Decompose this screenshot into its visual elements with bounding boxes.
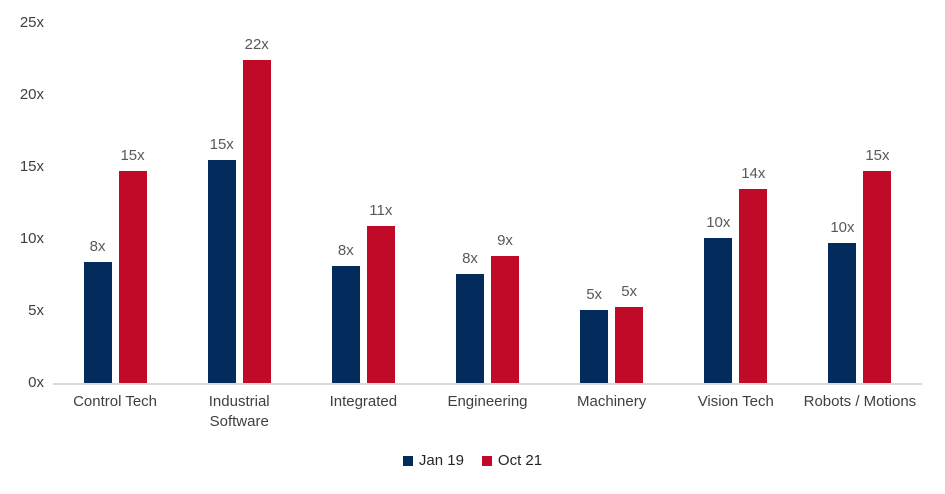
x-axis-line xyxy=(53,383,922,385)
category-label: Integrated xyxy=(329,393,398,410)
bar-jan19-control-tech xyxy=(83,262,112,383)
bar-oct21-machinery xyxy=(615,306,644,383)
bar-oct21-control-tech xyxy=(118,171,147,383)
legend-swatch-jan19-icon xyxy=(402,455,413,466)
y-axis-tick-label: 15x xyxy=(19,158,44,175)
category-label: Engineering xyxy=(447,393,528,410)
legend-item-jan19: Jan 19 xyxy=(402,452,464,469)
data-label: 10x xyxy=(706,213,731,231)
data-label: 11x xyxy=(369,202,393,220)
data-label: 8x xyxy=(89,238,106,256)
category-label: Industrial Software xyxy=(208,393,270,430)
legend-item-oct21: Oct 21 xyxy=(481,452,543,469)
category-label: Machinery xyxy=(577,393,647,410)
legend-swatch-oct21-icon xyxy=(481,455,492,466)
data-label: 5x xyxy=(586,285,603,303)
data-label: 14x xyxy=(741,164,766,182)
data-label: 8x xyxy=(462,249,478,267)
bar-oct21-industrial-software xyxy=(242,60,271,383)
y-axis-tick-label: 0x xyxy=(28,374,44,391)
bar-jan19-machinery xyxy=(580,309,609,383)
bar-jan19-industrial-software xyxy=(207,159,236,383)
category-label: Control Tech xyxy=(73,393,158,410)
category-label: Robots / Motions xyxy=(803,393,917,410)
legend: Jan 19 Oct 21 xyxy=(0,452,945,469)
data-label: 5x xyxy=(621,282,638,300)
y-axis-tick-label: 5x xyxy=(28,302,44,319)
bar-jan19-robots-motions xyxy=(828,243,857,383)
data-label: 9x xyxy=(497,232,513,250)
y-axis-tick-label: 10x xyxy=(19,230,44,247)
bar-oct21-engineering xyxy=(491,256,519,383)
bar-oct21-vision-tech xyxy=(739,188,768,383)
y-axis-tick-label: 20x xyxy=(19,86,44,103)
legend-label-jan19: Jan 19 xyxy=(418,452,464,469)
legend-label-oct21: Oct 21 xyxy=(497,452,543,469)
data-label: 15x xyxy=(120,147,145,165)
data-label: 15x xyxy=(209,135,234,153)
bar-jan19-vision-tech xyxy=(704,237,733,383)
data-label: 22x xyxy=(244,36,269,54)
bar-oct21-robots-motions xyxy=(863,171,892,383)
y-axis-tick-label: 25x xyxy=(19,14,44,31)
data-label: 15x xyxy=(865,147,890,165)
bar-oct21-integrated xyxy=(366,226,395,383)
bar-jan19-integrated xyxy=(331,266,360,383)
data-label: 8x xyxy=(337,242,354,260)
data-label: 10x xyxy=(830,219,855,237)
category-label: Vision Tech xyxy=(697,393,774,410)
bar-jan19-engineering xyxy=(456,273,484,383)
